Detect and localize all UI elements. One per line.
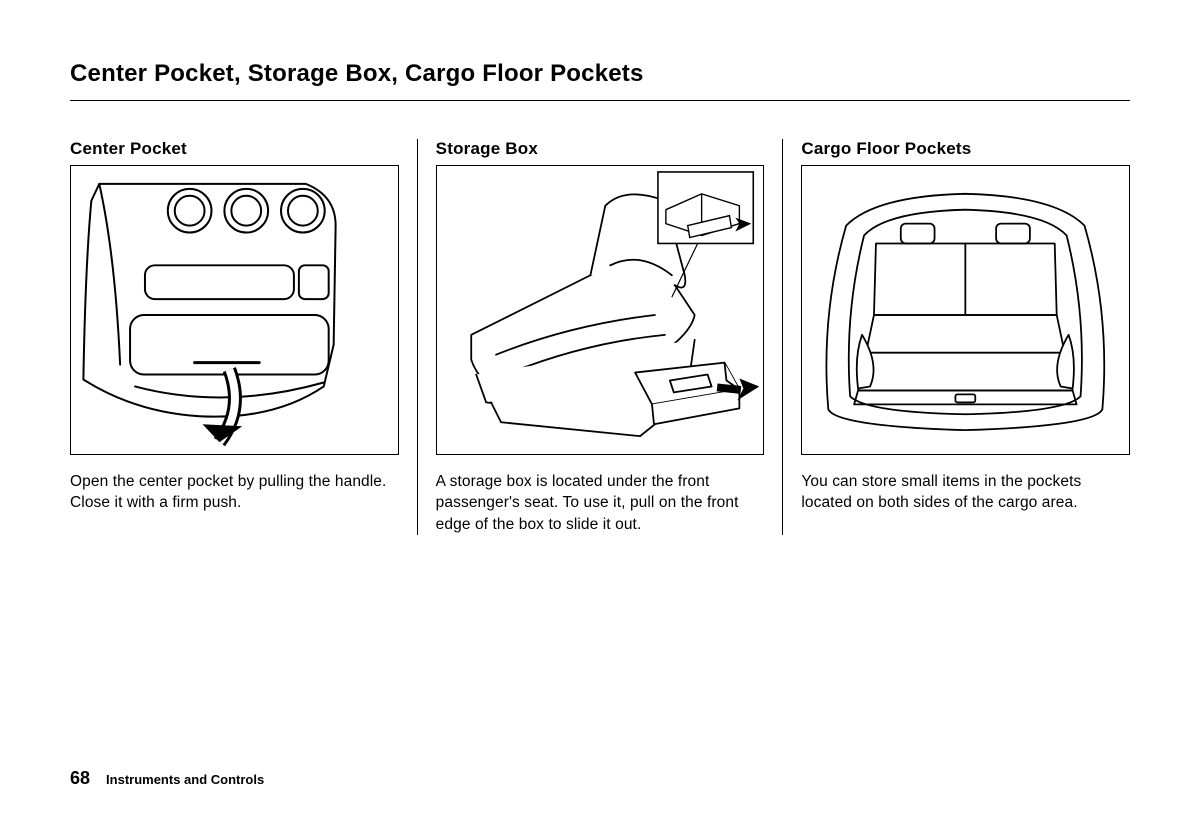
figure-storage-box bbox=[436, 165, 765, 455]
caption-center-pocket: Open the center pocket by pulling the ha… bbox=[70, 471, 399, 514]
caption-storage-box: A storage box is located under the front… bbox=[436, 471, 765, 535]
storage-box-illustration bbox=[437, 166, 764, 454]
content-columns: Center Pocket bbox=[70, 139, 1130, 535]
section-heading-storage-box: Storage Box bbox=[436, 139, 765, 159]
figure-center-pocket bbox=[70, 165, 399, 455]
column-storage-box: Storage Box bbox=[417, 139, 783, 535]
section-heading-cargo-pockets: Cargo Floor Pockets bbox=[801, 139, 1130, 159]
column-center-pocket: Center Pocket bbox=[70, 139, 417, 535]
cargo-pockets-illustration bbox=[802, 166, 1129, 454]
section-heading-center-pocket: Center Pocket bbox=[70, 139, 399, 159]
footer-section-label: Instruments and Controls bbox=[106, 772, 264, 787]
center-pocket-illustration bbox=[71, 166, 398, 454]
page-number: 68 bbox=[70, 768, 90, 789]
caption-cargo-pockets: You can store small items in the pockets… bbox=[801, 471, 1130, 514]
column-cargo-pockets: Cargo Floor Pockets bbox=[782, 139, 1130, 535]
figure-cargo-pockets bbox=[801, 165, 1130, 455]
page-title: Center Pocket, Storage Box, Cargo Floor … bbox=[70, 60, 1130, 101]
page-footer: 68 Instruments and Controls bbox=[70, 768, 264, 789]
